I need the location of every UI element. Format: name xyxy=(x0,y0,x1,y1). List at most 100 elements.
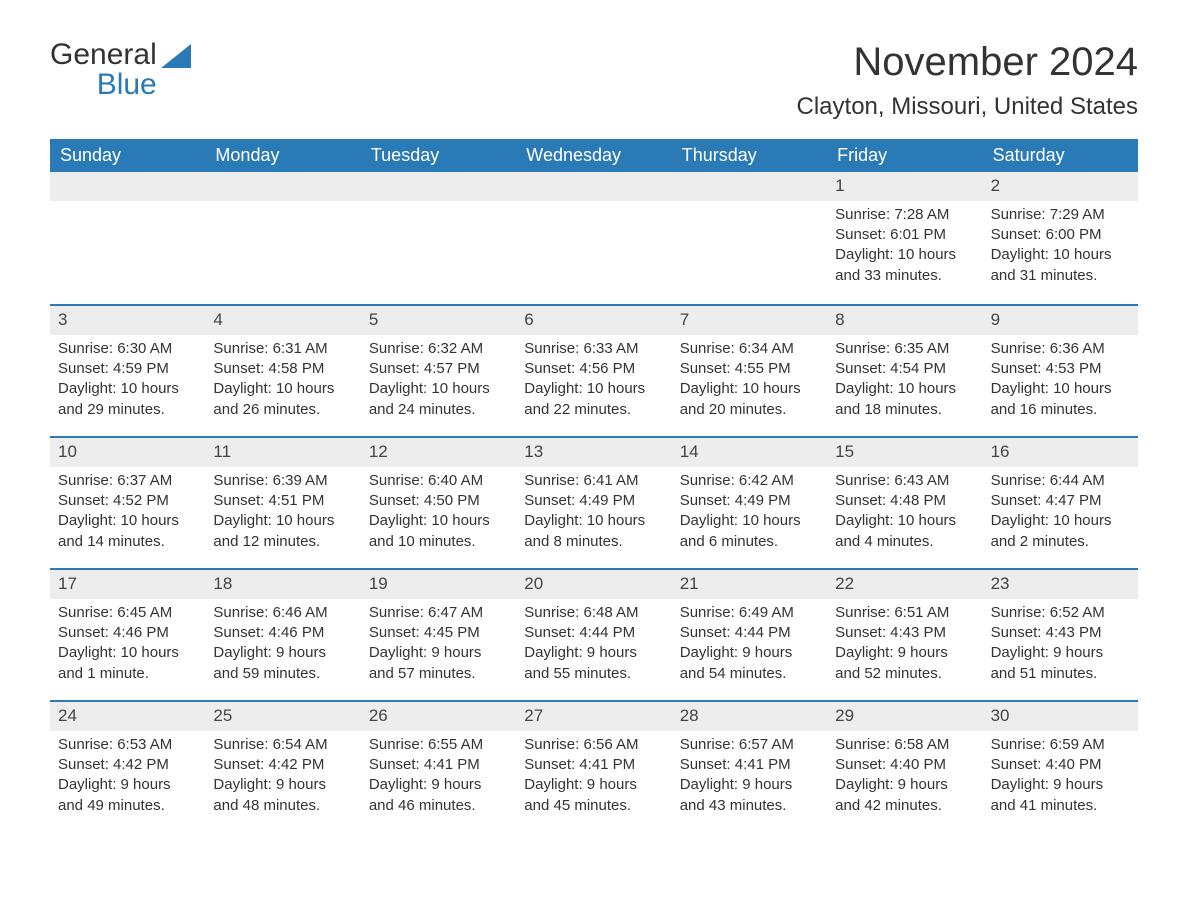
day-body: Sunrise: 6:58 AMSunset: 4:40 PMDaylight:… xyxy=(827,731,982,826)
sunrise-line: Sunrise: 6:46 AM xyxy=(213,603,352,623)
logo-word2: Blue xyxy=(50,68,157,102)
daylight-line: Daylight: 10 hours and 6 minutes. xyxy=(680,511,819,552)
logo-text-block: General Blue xyxy=(50,40,157,102)
sunrise-line: Sunrise: 6:39 AM xyxy=(213,471,352,491)
title-block: November 2024 Clayton, Missouri, United … xyxy=(797,40,1138,121)
daylight-line: Daylight: 10 hours and 14 minutes. xyxy=(58,511,197,552)
day-cell: 5Sunrise: 6:32 AMSunset: 4:57 PMDaylight… xyxy=(361,306,516,436)
sunset-line: Sunset: 4:42 PM xyxy=(213,755,352,775)
weekday-label: Saturday xyxy=(983,139,1138,172)
day-cell: 27Sunrise: 6:56 AMSunset: 4:41 PMDayligh… xyxy=(516,702,671,832)
day-cell: 8Sunrise: 6:35 AMSunset: 4:54 PMDaylight… xyxy=(827,306,982,436)
daylight-line: Daylight: 9 hours and 51 minutes. xyxy=(991,643,1130,684)
sunrise-line: Sunrise: 6:37 AM xyxy=(58,471,197,491)
day-body: Sunrise: 6:57 AMSunset: 4:41 PMDaylight:… xyxy=(672,731,827,826)
sunset-line: Sunset: 4:52 PM xyxy=(58,491,197,511)
sunset-line: Sunset: 4:50 PM xyxy=(369,491,508,511)
sunrise-line: Sunrise: 6:54 AM xyxy=(213,735,352,755)
day-cell: 2Sunrise: 7:29 AMSunset: 6:00 PMDaylight… xyxy=(983,172,1138,304)
logo: General Blue xyxy=(50,40,195,102)
sunrise-line: Sunrise: 6:43 AM xyxy=(835,471,974,491)
day-body: Sunrise: 6:56 AMSunset: 4:41 PMDaylight:… xyxy=(516,731,671,826)
daylight-line: Daylight: 9 hours and 46 minutes. xyxy=(369,775,508,816)
header: General Blue November 2024 Clayton, Miss… xyxy=(50,40,1138,121)
day-cell: 22Sunrise: 6:51 AMSunset: 4:43 PMDayligh… xyxy=(827,570,982,700)
sunrise-line: Sunrise: 6:41 AM xyxy=(524,471,663,491)
daylight-line: Daylight: 9 hours and 45 minutes. xyxy=(524,775,663,816)
day-cell: 30Sunrise: 6:59 AMSunset: 4:40 PMDayligh… xyxy=(983,702,1138,832)
weekday-header: SundayMondayTuesdayWednesdayThursdayFrid… xyxy=(50,139,1138,172)
weekday-label: Tuesday xyxy=(361,139,516,172)
day-cell xyxy=(50,172,205,304)
sunset-line: Sunset: 4:58 PM xyxy=(213,359,352,379)
daylight-line: Daylight: 9 hours and 52 minutes. xyxy=(835,643,974,684)
daylight-line: Daylight: 10 hours and 8 minutes. xyxy=(524,511,663,552)
sunrise-line: Sunrise: 6:31 AM xyxy=(213,339,352,359)
sunset-line: Sunset: 4:43 PM xyxy=(835,623,974,643)
sunrise-line: Sunrise: 6:59 AM xyxy=(991,735,1130,755)
day-body: Sunrise: 7:28 AMSunset: 6:01 PMDaylight:… xyxy=(827,201,982,296)
day-body: Sunrise: 7:29 AMSunset: 6:00 PMDaylight:… xyxy=(983,201,1138,296)
day-cell: 11Sunrise: 6:39 AMSunset: 4:51 PMDayligh… xyxy=(205,438,360,568)
week-row: 3Sunrise: 6:30 AMSunset: 4:59 PMDaylight… xyxy=(50,304,1138,436)
daylight-line: Daylight: 10 hours and 16 minutes. xyxy=(991,379,1130,420)
daylight-line: Daylight: 9 hours and 54 minutes. xyxy=(680,643,819,684)
day-body: Sunrise: 6:43 AMSunset: 4:48 PMDaylight:… xyxy=(827,467,982,562)
day-cell xyxy=(672,172,827,304)
sunrise-line: Sunrise: 7:28 AM xyxy=(835,205,974,225)
sunrise-line: Sunrise: 7:29 AM xyxy=(991,205,1130,225)
daylight-line: Daylight: 9 hours and 49 minutes. xyxy=(58,775,197,816)
sunrise-line: Sunrise: 6:47 AM xyxy=(369,603,508,623)
daylight-line: Daylight: 10 hours and 18 minutes. xyxy=(835,379,974,420)
day-number: 7 xyxy=(672,306,827,335)
daylight-line: Daylight: 9 hours and 55 minutes. xyxy=(524,643,663,684)
day-cell: 21Sunrise: 6:49 AMSunset: 4:44 PMDayligh… xyxy=(672,570,827,700)
daylight-line: Daylight: 9 hours and 42 minutes. xyxy=(835,775,974,816)
day-number: 21 xyxy=(672,570,827,599)
day-number-empty xyxy=(205,172,360,201)
day-cell: 1Sunrise: 7:28 AMSunset: 6:01 PMDaylight… xyxy=(827,172,982,304)
daylight-line: Daylight: 10 hours and 31 minutes. xyxy=(991,245,1130,286)
day-cell: 29Sunrise: 6:58 AMSunset: 4:40 PMDayligh… xyxy=(827,702,982,832)
day-cell: 23Sunrise: 6:52 AMSunset: 4:43 PMDayligh… xyxy=(983,570,1138,700)
sunrise-line: Sunrise: 6:32 AM xyxy=(369,339,508,359)
sunrise-line: Sunrise: 6:34 AM xyxy=(680,339,819,359)
weekday-label: Thursday xyxy=(672,139,827,172)
day-number: 29 xyxy=(827,702,982,731)
weekday-label: Friday xyxy=(827,139,982,172)
day-cell: 4Sunrise: 6:31 AMSunset: 4:58 PMDaylight… xyxy=(205,306,360,436)
daylight-line: Daylight: 10 hours and 26 minutes. xyxy=(213,379,352,420)
day-body: Sunrise: 6:40 AMSunset: 4:50 PMDaylight:… xyxy=(361,467,516,562)
sunset-line: Sunset: 6:01 PM xyxy=(835,225,974,245)
day-number: 20 xyxy=(516,570,671,599)
sunrise-line: Sunrise: 6:44 AM xyxy=(991,471,1130,491)
day-number: 4 xyxy=(205,306,360,335)
day-body: Sunrise: 6:31 AMSunset: 4:58 PMDaylight:… xyxy=(205,335,360,430)
day-cell: 12Sunrise: 6:40 AMSunset: 4:50 PMDayligh… xyxy=(361,438,516,568)
day-number: 26 xyxy=(361,702,516,731)
daylight-line: Daylight: 9 hours and 48 minutes. xyxy=(213,775,352,816)
day-cell: 28Sunrise: 6:57 AMSunset: 4:41 PMDayligh… xyxy=(672,702,827,832)
daylight-line: Daylight: 10 hours and 1 minute. xyxy=(58,643,197,684)
day-body: Sunrise: 6:46 AMSunset: 4:46 PMDaylight:… xyxy=(205,599,360,694)
day-number: 5 xyxy=(361,306,516,335)
day-cell: 9Sunrise: 6:36 AMSunset: 4:53 PMDaylight… xyxy=(983,306,1138,436)
sunset-line: Sunset: 4:55 PM xyxy=(680,359,819,379)
logo-word1: General xyxy=(50,38,157,71)
day-number: 10 xyxy=(50,438,205,467)
sunset-line: Sunset: 4:44 PM xyxy=(524,623,663,643)
day-cell: 6Sunrise: 6:33 AMSunset: 4:56 PMDaylight… xyxy=(516,306,671,436)
sunset-line: Sunset: 4:51 PM xyxy=(213,491,352,511)
day-number-empty xyxy=(361,172,516,201)
day-cell: 3Sunrise: 6:30 AMSunset: 4:59 PMDaylight… xyxy=(50,306,205,436)
sunset-line: Sunset: 4:40 PM xyxy=(991,755,1130,775)
daylight-line: Daylight: 10 hours and 12 minutes. xyxy=(213,511,352,552)
day-body: Sunrise: 6:47 AMSunset: 4:45 PMDaylight:… xyxy=(361,599,516,694)
sunrise-line: Sunrise: 6:52 AM xyxy=(991,603,1130,623)
day-body: Sunrise: 6:48 AMSunset: 4:44 PMDaylight:… xyxy=(516,599,671,694)
sunset-line: Sunset: 4:46 PM xyxy=(58,623,197,643)
sunrise-line: Sunrise: 6:42 AM xyxy=(680,471,819,491)
sunset-line: Sunset: 4:40 PM xyxy=(835,755,974,775)
day-number: 25 xyxy=(205,702,360,731)
day-body: Sunrise: 6:33 AMSunset: 4:56 PMDaylight:… xyxy=(516,335,671,430)
